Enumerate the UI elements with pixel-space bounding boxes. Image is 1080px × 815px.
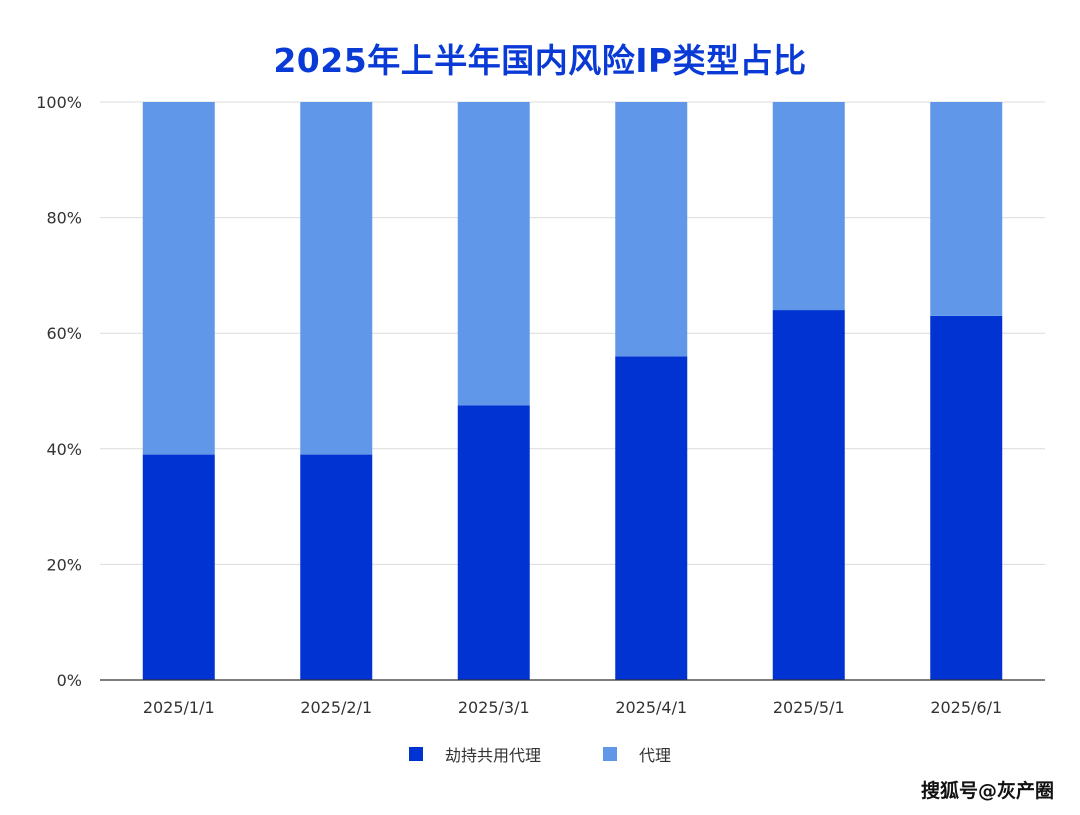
bars — [142, 102, 1003, 680]
chart-title: 2025年上半年国内风险IP类型占比 — [273, 41, 807, 80]
x-tick-label: 2025/2/1 — [300, 698, 372, 717]
y-tick-label: 0% — [57, 671, 82, 690]
legend-label-proxy: 代理 — [639, 746, 672, 765]
y-tick-label: 20% — [46, 555, 82, 574]
watermark: 搜狐号@灰产圈 — [920, 780, 1054, 802]
legend-swatch-hijacked-proxy — [408, 747, 423, 761]
bar-segment-proxy — [615, 102, 688, 357]
y-tick-label: 100% — [36, 93, 82, 112]
bar-segment-proxy — [930, 102, 1003, 316]
bar-segment-proxy — [142, 102, 215, 455]
y-tick-label: 60% — [46, 324, 82, 343]
x-tick-label: 2025/4/1 — [615, 698, 687, 717]
bar-segment-proxy — [457, 102, 530, 406]
y-tick-label: 80% — [46, 209, 82, 228]
bar-segment-hijacked-proxy — [300, 454, 373, 680]
bar-segment-hijacked-proxy — [615, 356, 688, 680]
legend-item-hijacked-proxy: 劫持共用代理 — [408, 742, 541, 766]
bar-segment-hijacked-proxy — [772, 310, 845, 680]
axes: 0% 20% 40% 60% 80% 100% 2025/1/1 2025/2/1 2025/3… — [36, 93, 1045, 717]
x-tick-label: 2025/3/1 — [458, 698, 530, 717]
legend-item-proxy: 代理 — [603, 742, 671, 766]
legend: 劫持共用代理 代理 — [0, 742, 1080, 766]
legend-label-hijacked-proxy: 劫持共用代理 — [444, 746, 541, 765]
x-tick-label: 2025/1/1 — [143, 698, 215, 717]
grid-lines — [100, 101, 1045, 565]
bar-segment-proxy — [772, 102, 845, 311]
bar-segment-hijacked-proxy — [930, 315, 1003, 680]
x-tick-label: 2025/6/1 — [930, 698, 1002, 717]
bar-segment-proxy — [300, 102, 373, 455]
x-tick-label: 2025/5/1 — [773, 698, 845, 717]
bar-segment-hijacked-proxy — [142, 454, 215, 680]
bar-segment-hijacked-proxy — [457, 405, 530, 680]
y-tick-label: 40% — [46, 440, 82, 459]
legend-swatch-proxy — [603, 747, 617, 761]
